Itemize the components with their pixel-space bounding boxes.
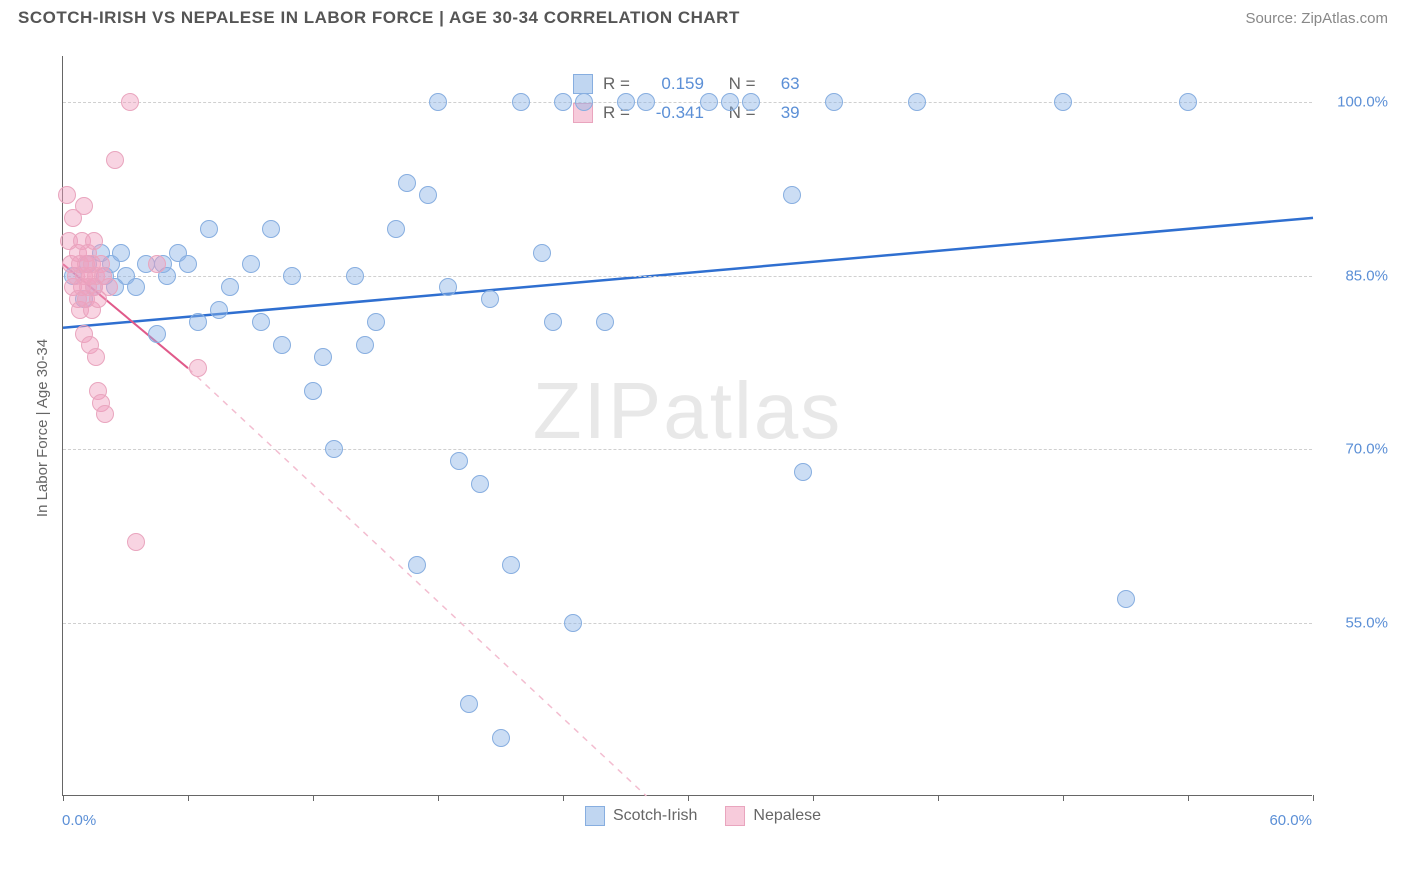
data-point-blue xyxy=(304,382,322,400)
data-point-blue xyxy=(387,220,405,238)
data-point-blue xyxy=(533,244,551,262)
data-point-blue xyxy=(273,336,291,354)
legend-item-nepalese: Nepalese xyxy=(725,806,821,826)
data-point-blue xyxy=(575,93,593,111)
gridline xyxy=(63,623,1312,624)
x-tick xyxy=(813,795,814,801)
data-point-blue xyxy=(367,313,385,331)
data-point-blue xyxy=(825,93,843,111)
data-point-blue xyxy=(700,93,718,111)
data-point-blue xyxy=(439,278,457,296)
data-point-pink xyxy=(58,186,76,204)
x-tick xyxy=(1063,795,1064,801)
gridline xyxy=(63,449,1312,450)
y-tick-label: 55.0% xyxy=(1345,614,1388,631)
data-point-pink xyxy=(75,197,93,215)
legend-swatch-blue xyxy=(573,74,593,94)
data-point-blue xyxy=(419,186,437,204)
x-tick xyxy=(1188,795,1189,801)
source-attribution: Source: ZipAtlas.com xyxy=(1245,10,1388,27)
chart-title: SCOTCH-IRISH VS NEPALESE IN LABOR FORCE … xyxy=(18,8,740,28)
data-point-blue xyxy=(492,729,510,747)
data-point-blue xyxy=(314,348,332,366)
x-tick xyxy=(1313,795,1314,801)
x-tick xyxy=(188,795,189,801)
data-point-pink xyxy=(106,151,124,169)
data-point-blue xyxy=(148,325,166,343)
data-point-blue xyxy=(908,93,926,111)
data-point-pink xyxy=(87,348,105,366)
data-point-pink xyxy=(148,255,166,273)
x-tick xyxy=(438,795,439,801)
data-point-blue xyxy=(512,93,530,111)
data-point-blue xyxy=(596,313,614,331)
data-point-blue xyxy=(408,556,426,574)
data-point-pink xyxy=(189,359,207,377)
data-point-blue xyxy=(189,313,207,331)
data-point-pink xyxy=(121,93,139,111)
data-point-blue xyxy=(460,695,478,713)
data-point-blue xyxy=(1179,93,1197,111)
data-point-blue xyxy=(283,267,301,285)
x-tick xyxy=(688,795,689,801)
data-point-blue xyxy=(471,475,489,493)
data-point-pink xyxy=(127,533,145,551)
data-point-blue xyxy=(242,255,260,273)
legend-label: Scotch-Irish xyxy=(613,807,697,825)
data-point-blue xyxy=(429,93,447,111)
y-axis-title: In Labor Force | Age 30-34 xyxy=(34,339,51,517)
data-point-blue xyxy=(544,313,562,331)
x-tick xyxy=(313,795,314,801)
data-point-blue xyxy=(1117,590,1135,608)
data-point-blue xyxy=(127,278,145,296)
data-point-blue xyxy=(200,220,218,238)
trendlines-svg xyxy=(63,56,1312,795)
y-tick-label: 85.0% xyxy=(1345,267,1388,284)
data-point-blue xyxy=(783,186,801,204)
data-point-blue xyxy=(742,93,760,111)
legend-swatch-blue xyxy=(585,806,605,826)
data-point-blue xyxy=(221,278,239,296)
chart-container: In Labor Force | Age 30-34 ZIPatlas R = … xyxy=(18,48,1388,828)
legend-item-scotch-irish: Scotch-Irish xyxy=(585,806,697,826)
data-point-blue xyxy=(262,220,280,238)
legend-label: Nepalese xyxy=(753,807,821,825)
y-tick-label: 100.0% xyxy=(1337,94,1388,111)
data-point-blue xyxy=(554,93,572,111)
data-point-pink xyxy=(100,278,118,296)
data-point-pink xyxy=(85,232,103,250)
data-point-blue xyxy=(481,290,499,308)
trendline xyxy=(188,368,646,796)
x-tick xyxy=(63,795,64,801)
data-point-blue xyxy=(794,463,812,481)
stats-row-blue: R = 0.159 N = 63 xyxy=(573,70,800,99)
data-point-blue xyxy=(564,614,582,632)
data-point-blue xyxy=(252,313,270,331)
data-point-blue xyxy=(356,336,374,354)
data-point-blue xyxy=(398,174,416,192)
data-point-blue xyxy=(637,93,655,111)
gridline xyxy=(63,276,1312,277)
x-tick xyxy=(938,795,939,801)
legend-swatch-pink xyxy=(725,806,745,826)
stats-box: R = 0.159 N = 63 R = -0.341 N = 39 xyxy=(573,70,800,128)
data-point-blue xyxy=(721,93,739,111)
data-point-blue xyxy=(210,301,228,319)
gridline xyxy=(63,102,1312,103)
data-point-blue xyxy=(112,244,130,262)
data-point-blue xyxy=(450,452,468,470)
data-point-blue xyxy=(617,93,635,111)
bottom-legend: Scotch-Irish Nepalese xyxy=(18,806,1388,826)
data-point-pink xyxy=(96,405,114,423)
data-point-blue xyxy=(325,440,343,458)
data-point-blue xyxy=(346,267,364,285)
x-tick xyxy=(563,795,564,801)
data-point-blue xyxy=(502,556,520,574)
y-tick-label: 70.0% xyxy=(1345,441,1388,458)
data-point-blue xyxy=(1054,93,1072,111)
data-point-blue xyxy=(179,255,197,273)
n-value-blue: 63 xyxy=(766,70,800,99)
plot-area: ZIPatlas R = 0.159 N = 63 R = -0.341 N =… xyxy=(62,56,1312,796)
